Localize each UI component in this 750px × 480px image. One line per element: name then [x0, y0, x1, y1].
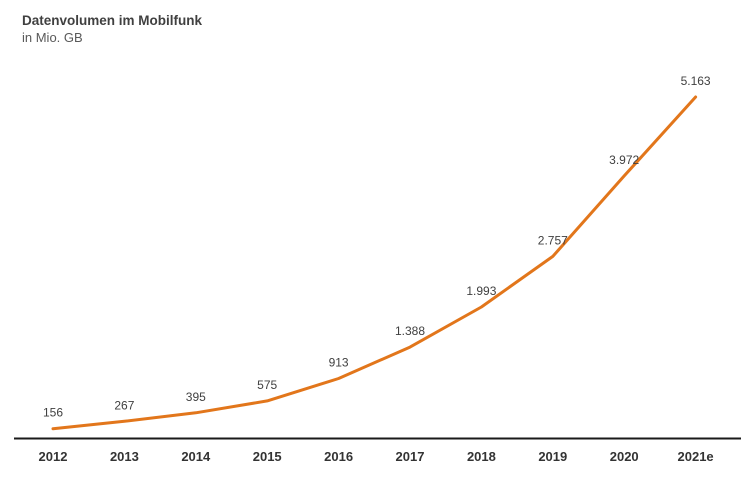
- chart-title: Datenvolumen im Mobilfunk: [22, 13, 203, 28]
- chart-subtitle: in Mio. GB: [22, 29, 83, 45]
- value-label: 395: [186, 390, 206, 404]
- x-axis-label: 2013: [110, 449, 139, 464]
- x-axis-label: 2018: [467, 449, 496, 464]
- x-axis-label: 2021e: [678, 449, 714, 464]
- value-label: 3.972: [609, 153, 639, 167]
- value-label: 913: [329, 356, 349, 370]
- value-label: 1.993: [466, 284, 496, 298]
- x-axis-label: 2016: [324, 449, 353, 464]
- x-axis-label: 2020: [610, 449, 639, 464]
- data-line: [51, 95, 698, 431]
- value-label: 575: [257, 378, 277, 392]
- value-label: 5.163: [681, 74, 711, 88]
- chart-header: Datenvolumen im Mobilfunk in Mio. GB: [22, 13, 202, 46]
- x-axis-label: 2015: [253, 449, 282, 464]
- x-axis-label: 2017: [396, 449, 425, 464]
- value-label: 156: [43, 406, 63, 420]
- value-label: 267: [114, 398, 134, 412]
- x-axis-label: 2019: [538, 449, 567, 464]
- value-label: 1.388: [395, 324, 425, 338]
- value-label: 2.757: [538, 233, 568, 247]
- x-axis-label: 2014: [181, 449, 211, 464]
- x-axis-label: 2012: [39, 449, 68, 464]
